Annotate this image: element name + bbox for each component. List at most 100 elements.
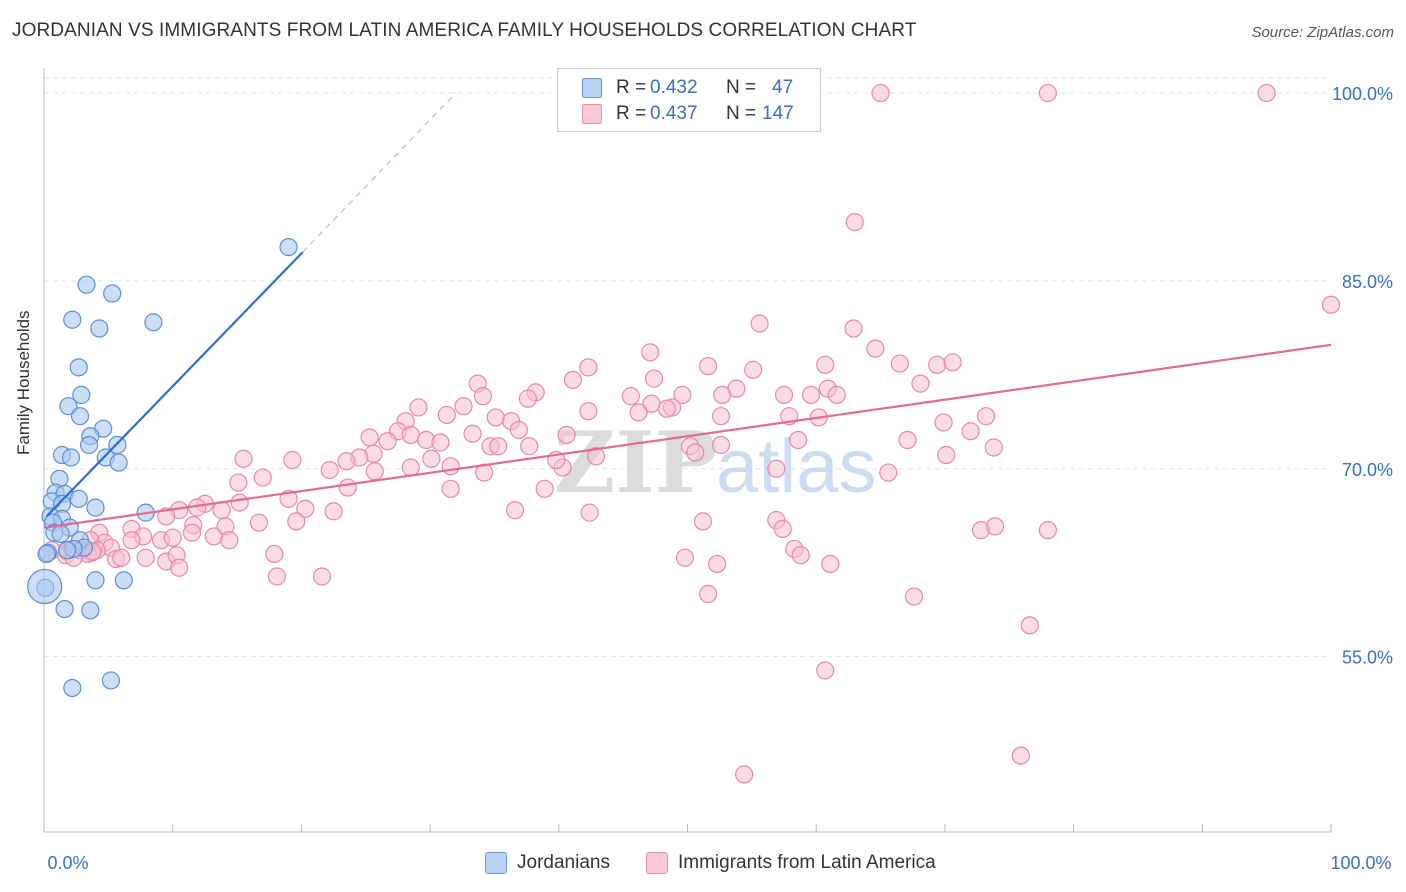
latin-point [338,478,357,497]
legend-item-jordanians[interactable]: Jordanians [485,852,610,874]
latin-point [711,435,731,455]
latin-point [1020,616,1039,635]
latin-point [976,407,996,426]
latin-point [845,212,864,232]
legend-label-latin: Immigrants from Latin America [678,852,936,873]
latin-point [535,479,554,498]
r-value-latin: 0.437 [650,103,698,124]
latin-point [170,558,189,577]
y-tick-label: 55.0% [1342,648,1393,668]
latin-point [698,584,718,604]
legend-item-latin[interactable]: Immigrants from Latin America [646,852,936,874]
latin-trend-line [43,343,1332,529]
latin-point [937,445,956,465]
latin-point [253,468,272,487]
latin-point [431,433,450,452]
latin-point [287,512,306,531]
latin-point [866,339,885,358]
axes [43,68,1332,833]
latin-point [579,358,598,377]
jordanian-point [114,571,133,590]
jordanian-point [63,310,82,329]
y-axis-label: Family Households [14,310,33,455]
latin-point [265,544,284,564]
latin-point [801,385,821,404]
latin-point [641,343,660,362]
jordanian-point [144,313,163,332]
jordanian-point [101,671,121,690]
jordanian-point [103,284,122,303]
jordanian-point [55,599,74,619]
latin-point [122,531,141,550]
trend-lines [43,92,1332,529]
legend-swatch-latin [646,852,668,874]
latin-point [844,319,863,338]
latin-point [489,437,508,456]
latin-point [904,587,924,606]
jordanian-point [77,275,96,294]
latin-point [580,503,599,522]
latin-point [767,459,786,478]
latin-point [708,554,727,574]
jordanian-point [279,238,298,257]
jordanian-trend-extension [302,92,457,253]
latin-point [871,83,890,103]
latin-point [557,425,576,445]
jordanian-point-cluster [27,568,63,605]
latin-point [204,527,223,546]
latin-point [1011,746,1030,765]
latin-point [621,387,640,406]
latin-point [320,460,339,480]
latin-point [249,513,269,532]
latin-point [473,387,492,406]
latin-point [890,354,909,373]
n-label: N = [726,77,757,98]
jordanian-point [59,397,78,416]
latin-point [1257,83,1276,103]
latin-point [1321,295,1341,314]
latin-point [422,449,441,468]
jordanian-point [81,601,100,620]
latin-point [230,493,249,512]
y-tick-label: 85.0% [1342,272,1393,292]
x-tick-label: 100.0% [1330,853,1391,873]
latin-point [985,517,1005,536]
latin-point [518,389,538,408]
n-label: N = [726,103,757,124]
latin-point [486,408,505,427]
latin-point [234,449,253,468]
latin-point [401,458,420,477]
latin-point [220,531,239,550]
r-value-jordanians: 0.432 [650,77,698,98]
chart-title: JORDANIAN VS IMMIGRANTS FROM LATIN AMERI… [12,20,917,41]
latin-point [821,554,840,574]
latin-point [136,548,155,567]
latin-point [520,437,539,456]
jordanian-point [51,524,70,544]
latin-point [360,428,379,447]
r-label: R = [616,77,647,98]
latin-point [675,548,695,567]
latin-point [312,567,332,586]
grid-lines [44,77,1331,658]
latin-point [182,523,202,542]
latin-point [579,402,598,421]
latin-point [441,457,460,476]
latin-point [229,473,248,492]
legend-label-jordanians: Jordanians [517,852,610,873]
latin-point [961,422,980,441]
latin-point [1038,83,1057,103]
n-value-latin: 147 [762,103,794,124]
r-label: R = [616,103,647,124]
jordanian-point [37,544,56,564]
jordanian-point [109,453,128,472]
jordanian-point [86,571,105,590]
latin-point [789,430,808,450]
latin-point [454,397,473,416]
latin-point [713,385,732,404]
stats-box: R = 0.432 N = 47 R = 0.437 N = 147 [557,68,821,132]
n-value-jordanians: 47 [772,77,794,98]
latin-point [698,356,718,376]
latin-point [401,425,420,445]
